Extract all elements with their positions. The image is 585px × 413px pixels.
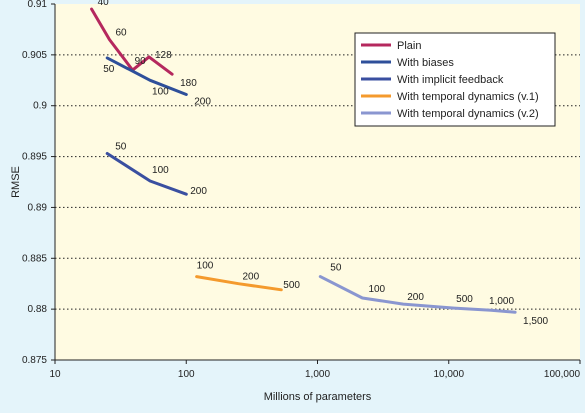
point-label: 1,500 bbox=[523, 316, 548, 327]
point-label: 1,000 bbox=[489, 296, 514, 307]
x-tick-label: 100 bbox=[178, 369, 195, 380]
y-tick-label: 0.88 bbox=[28, 304, 48, 315]
point-label: 500 bbox=[283, 280, 300, 291]
legend-label: With temporal dynamics (v.2) bbox=[397, 108, 539, 120]
y-tick-label: 0.91 bbox=[28, 0, 48, 10]
point-label: 60 bbox=[115, 28, 127, 39]
y-tick-label: 0.875 bbox=[22, 355, 47, 366]
point-label: 200 bbox=[194, 97, 211, 108]
y-axis-label: RMSE bbox=[10, 166, 22, 198]
series-line bbox=[105, 56, 188, 96]
x-axis-label: Millions of parameters bbox=[264, 391, 372, 403]
point-label: 200 bbox=[242, 272, 259, 283]
point-label: 100 bbox=[197, 261, 214, 272]
point-label: 50 bbox=[330, 263, 342, 274]
x-tick-label: 1,000 bbox=[305, 369, 330, 380]
series-line bbox=[105, 152, 188, 196]
point-label: 40 bbox=[98, 0, 110, 8]
y-tick-label: 0.9 bbox=[33, 101, 47, 112]
legend-label: Plain bbox=[397, 40, 421, 52]
y-tick-label: 0.895 bbox=[22, 152, 47, 163]
x-tick-label: 10 bbox=[49, 369, 61, 380]
point-label: 100 bbox=[368, 284, 385, 295]
legend-label: With biases bbox=[397, 57, 454, 69]
point-label: 180 bbox=[180, 78, 197, 89]
point-label: 500 bbox=[456, 294, 473, 305]
x-tick-label: 100,000 bbox=[544, 369, 581, 380]
point-label: 200 bbox=[407, 292, 424, 303]
point-label: 128 bbox=[155, 50, 172, 61]
point-label: 200 bbox=[190, 186, 207, 197]
y-tick-label: 0.905 bbox=[22, 50, 47, 61]
y-tick-label: 0.89 bbox=[28, 202, 48, 213]
point-label: 100 bbox=[152, 86, 169, 97]
series-line bbox=[318, 275, 517, 314]
legend-label: With implicit feedback bbox=[397, 74, 504, 86]
series-line bbox=[195, 275, 283, 292]
x-tick-label: 10,000 bbox=[433, 369, 464, 380]
point-label: 90 bbox=[135, 56, 147, 67]
point-label: 50 bbox=[103, 64, 115, 75]
legend-label: With temporal dynamics (v.1) bbox=[397, 91, 539, 103]
point-label: 50 bbox=[115, 142, 127, 153]
y-tick-label: 0.885 bbox=[22, 253, 47, 264]
point-label: 100 bbox=[152, 165, 169, 176]
